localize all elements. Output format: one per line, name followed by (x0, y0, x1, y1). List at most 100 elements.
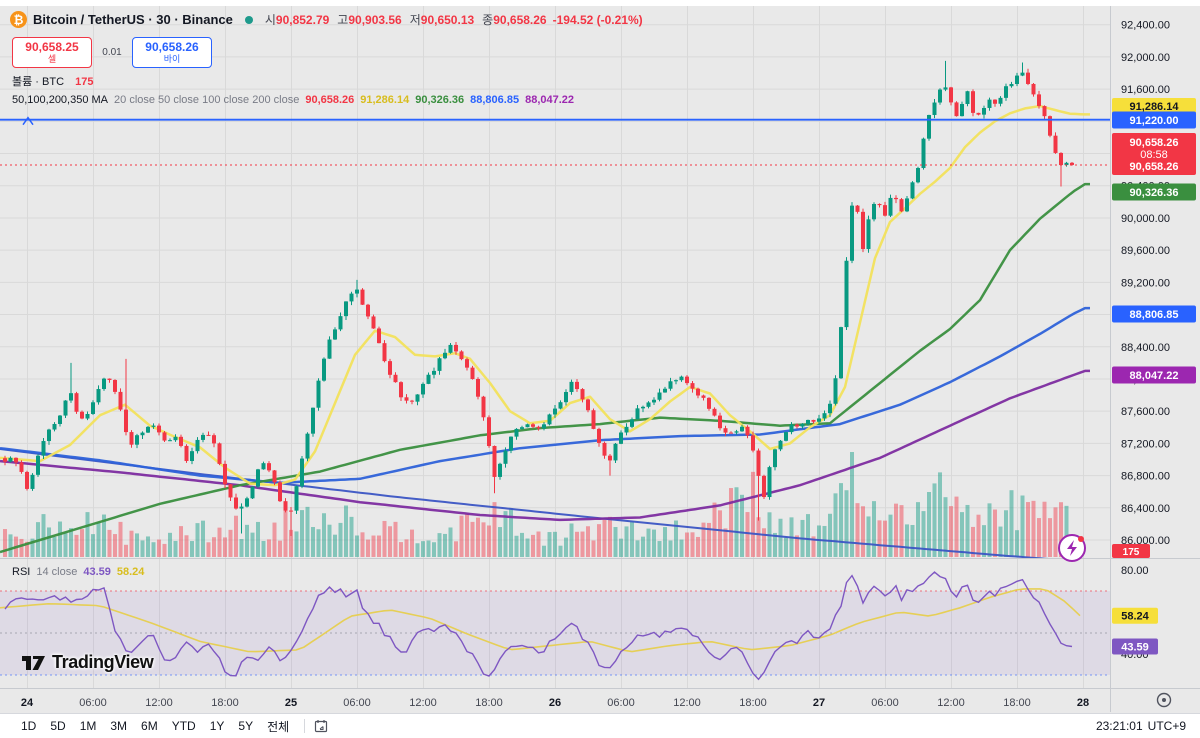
horizontal-line-handle[interactable] (22, 116, 34, 126)
ma-value-close: 90,658.26 (305, 94, 355, 106)
svg-text:90,658.26: 90,658.26 (1130, 161, 1179, 173)
svg-text:89,200.00: 89,200.00 (1121, 277, 1170, 289)
rsi-params: 14 close (36, 566, 78, 578)
svg-text:88,400.00: 88,400.00 (1121, 342, 1170, 354)
svg-text:86,400.00: 86,400.00 (1121, 503, 1170, 515)
svg-text:87,600.00: 87,600.00 (1121, 406, 1170, 418)
range-button-5y[interactable]: 5Y (238, 719, 254, 733)
ma-value-20: 91,286.14 (360, 94, 410, 106)
volume-indicator-legend[interactable]: 볼륨 · BTC 175 (12, 73, 93, 89)
svg-text:06:00: 06:00 (343, 697, 371, 709)
svg-text:92,000.00: 92,000.00 (1121, 52, 1170, 64)
ma-line-ma200 (0, 369, 1090, 522)
svg-text:80.00: 80.00 (1121, 565, 1149, 577)
ohlc-values: 시90,852.79 고90,903.56 저90,650.13 종90,658… (265, 11, 547, 28)
svg-text:90,326.36: 90,326.36 (1130, 187, 1179, 199)
svg-text:27: 27 (813, 697, 825, 709)
rsi-indicator-legend[interactable]: RSI 14 close 43.59 58.24 (12, 566, 144, 578)
range-button-all[interactable]: 전체 (267, 719, 290, 734)
quick-trade-lightning-button[interactable] (1058, 534, 1086, 562)
price-badge: 88,806.85 (1112, 305, 1196, 323)
svg-text:06:00: 06:00 (871, 697, 899, 709)
svg-text:08:58: 08:58 (1140, 149, 1168, 161)
svg-text:06:00: 06:00 (79, 697, 107, 709)
svg-text:18:00: 18:00 (211, 697, 239, 709)
range-button-ytd[interactable]: YTD (171, 719, 196, 733)
rsi-value: 43.59 (83, 566, 111, 578)
price-badge: 90,326.36 (1112, 183, 1196, 201)
svg-text:90,000.00: 90,000.00 (1121, 213, 1170, 225)
svg-text:88,047.22: 88,047.22 (1130, 370, 1179, 382)
volume-title: 볼륨 · BTC (12, 76, 65, 88)
session-clock[interactable]: 23:21:01 UTC+9 (1096, 719, 1186, 733)
range-button-1d[interactable]: 1D (21, 719, 37, 733)
svg-text:12:00: 12:00 (937, 697, 965, 709)
price-badge: 88,047.22 (1112, 366, 1196, 384)
svg-text:18:00: 18:00 (475, 697, 503, 709)
rsi-ma-value: 58.24 (116, 566, 145, 578)
close-value: 90,658.26 (493, 13, 547, 27)
svg-text:88,806.85: 88,806.85 (1130, 309, 1179, 321)
close-label: 종 (482, 13, 494, 27)
range-button-5d[interactable]: 5D (50, 719, 66, 733)
candles-layer (3, 60, 1074, 536)
svg-text:18:00: 18:00 (1003, 697, 1031, 709)
spread-value: 0.01 (102, 47, 122, 58)
ma-indicator-legend[interactable]: 50,100,200,350 MA 20 close 50 close 100 … (12, 94, 574, 106)
buy-button[interactable]: 90,658.26 바이 (132, 37, 212, 68)
open-label: 시 (264, 13, 276, 27)
svg-text:91,600.00: 91,600.00 (1121, 84, 1170, 96)
bottom-toolbar: 1D 5D 1M 3M 6M YTD 1Y 5Y 전체 23:21:01 UTC… (0, 713, 1200, 738)
svg-text:91,220.00: 91,220.00 (1130, 115, 1179, 127)
sell-button[interactable]: 90,658.25 셀 (12, 37, 92, 68)
notification-dot-icon (1078, 536, 1084, 542)
sell-label: 셀 (47, 54, 57, 64)
high-value: 90,903.56 (348, 13, 402, 27)
high-label: 고 (337, 13, 349, 27)
svg-text:92,400.00: 92,400.00 (1121, 20, 1170, 32)
svg-text:18:00: 18:00 (739, 697, 767, 709)
market-status-icon[interactable] (244, 15, 253, 24)
rsi-line (4, 571, 1073, 681)
buy-label: 바이 (163, 54, 181, 64)
svg-text:24: 24 (21, 697, 34, 709)
svg-text:12:00: 12:00 (145, 697, 173, 709)
ma-value-200: 88,047.22 (525, 94, 575, 106)
rsi-ma-line (0, 588, 1081, 653)
range-button-3m[interactable]: 3M (110, 719, 128, 733)
rsi-title: RSI (12, 566, 31, 578)
clock-time: 23:21:01 (1095, 719, 1143, 733)
symbol-title[interactable]: Bitcoin / TetherUS · 30 · Binance (33, 12, 233, 27)
svg-text:28: 28 (1077, 697, 1089, 709)
price-badge: 91,220.00 (1112, 111, 1196, 129)
low-value: 90,650.13 (420, 13, 475, 27)
bitcoin-icon: ₿ (10, 11, 27, 28)
ma-title: 50,100,200,350 MA (12, 94, 109, 106)
rsi-pane[interactable] (0, 590, 1110, 676)
svg-text:43.59: 43.59 (1121, 641, 1149, 653)
time-axis[interactable]: 24 06:00 12:00 18:00 25 06:00 12:00 18:00 26 06:0… (21, 697, 1089, 709)
tradingview-watermark[interactable]: TradingView (22, 652, 154, 673)
buy-price: 90,658.26 (145, 40, 199, 54)
range-button-1y[interactable]: 1Y (209, 719, 225, 733)
svg-text:58.24: 58.24 (1121, 611, 1149, 623)
svg-text:12:00: 12:00 (409, 697, 437, 709)
svg-text:175: 175 (1123, 547, 1140, 558)
ma-value-50: 90,326.36 (415, 94, 465, 106)
axis-settings-gear-icon[interactable] (1156, 692, 1172, 708)
svg-text:87,200.00: 87,200.00 (1121, 438, 1170, 450)
range-button-1m[interactable]: 1M (79, 719, 97, 733)
trade-panel: 90,658.25 셀 0.01 90,658.26 바이 (12, 37, 212, 68)
svg-text:06:00: 06:00 (607, 697, 635, 709)
ma-value-100: 88,806.85 (470, 94, 520, 106)
svg-text:86,800.00: 86,800.00 (1121, 471, 1170, 483)
clock-timezone: UTC+9 (1147, 719, 1186, 733)
range-button-6m[interactable]: 6M (141, 719, 158, 733)
toolbar-divider (304, 719, 306, 733)
volume-badge: 175 (1112, 544, 1150, 558)
svg-text:12:00: 12:00 (673, 697, 701, 709)
go-to-date-calendar-icon[interactable] (313, 718, 329, 734)
